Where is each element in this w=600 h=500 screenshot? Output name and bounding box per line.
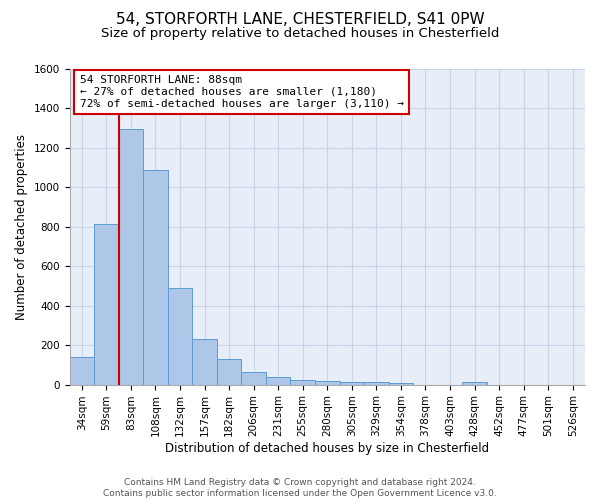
Bar: [340, 382, 364, 384]
Y-axis label: Number of detached properties: Number of detached properties: [15, 134, 28, 320]
Bar: [94, 224, 119, 384]
Bar: [364, 382, 389, 384]
Text: Contains HM Land Registry data © Crown copyright and database right 2024.
Contai: Contains HM Land Registry data © Crown c…: [103, 478, 497, 498]
Bar: [143, 170, 168, 384]
Bar: [192, 339, 217, 384]
Bar: [290, 380, 315, 384]
Bar: [168, 288, 192, 384]
Text: 54, STORFORTH LANE, CHESTERFIELD, S41 0PW: 54, STORFORTH LANE, CHESTERFIELD, S41 0P…: [116, 12, 484, 28]
X-axis label: Distribution of detached houses by size in Chesterfield: Distribution of detached houses by size …: [165, 442, 490, 455]
Bar: [462, 382, 487, 384]
Bar: [70, 357, 94, 384]
Bar: [217, 359, 241, 384]
Bar: [241, 372, 266, 384]
Text: 54 STORFORTH LANE: 88sqm
← 27% of detached houses are smaller (1,180)
72% of sem: 54 STORFORTH LANE: 88sqm ← 27% of detach…: [80, 76, 404, 108]
Bar: [119, 129, 143, 384]
Bar: [389, 383, 413, 384]
Text: Size of property relative to detached houses in Chesterfield: Size of property relative to detached ho…: [101, 28, 499, 40]
Bar: [266, 376, 290, 384]
Bar: [315, 380, 340, 384]
